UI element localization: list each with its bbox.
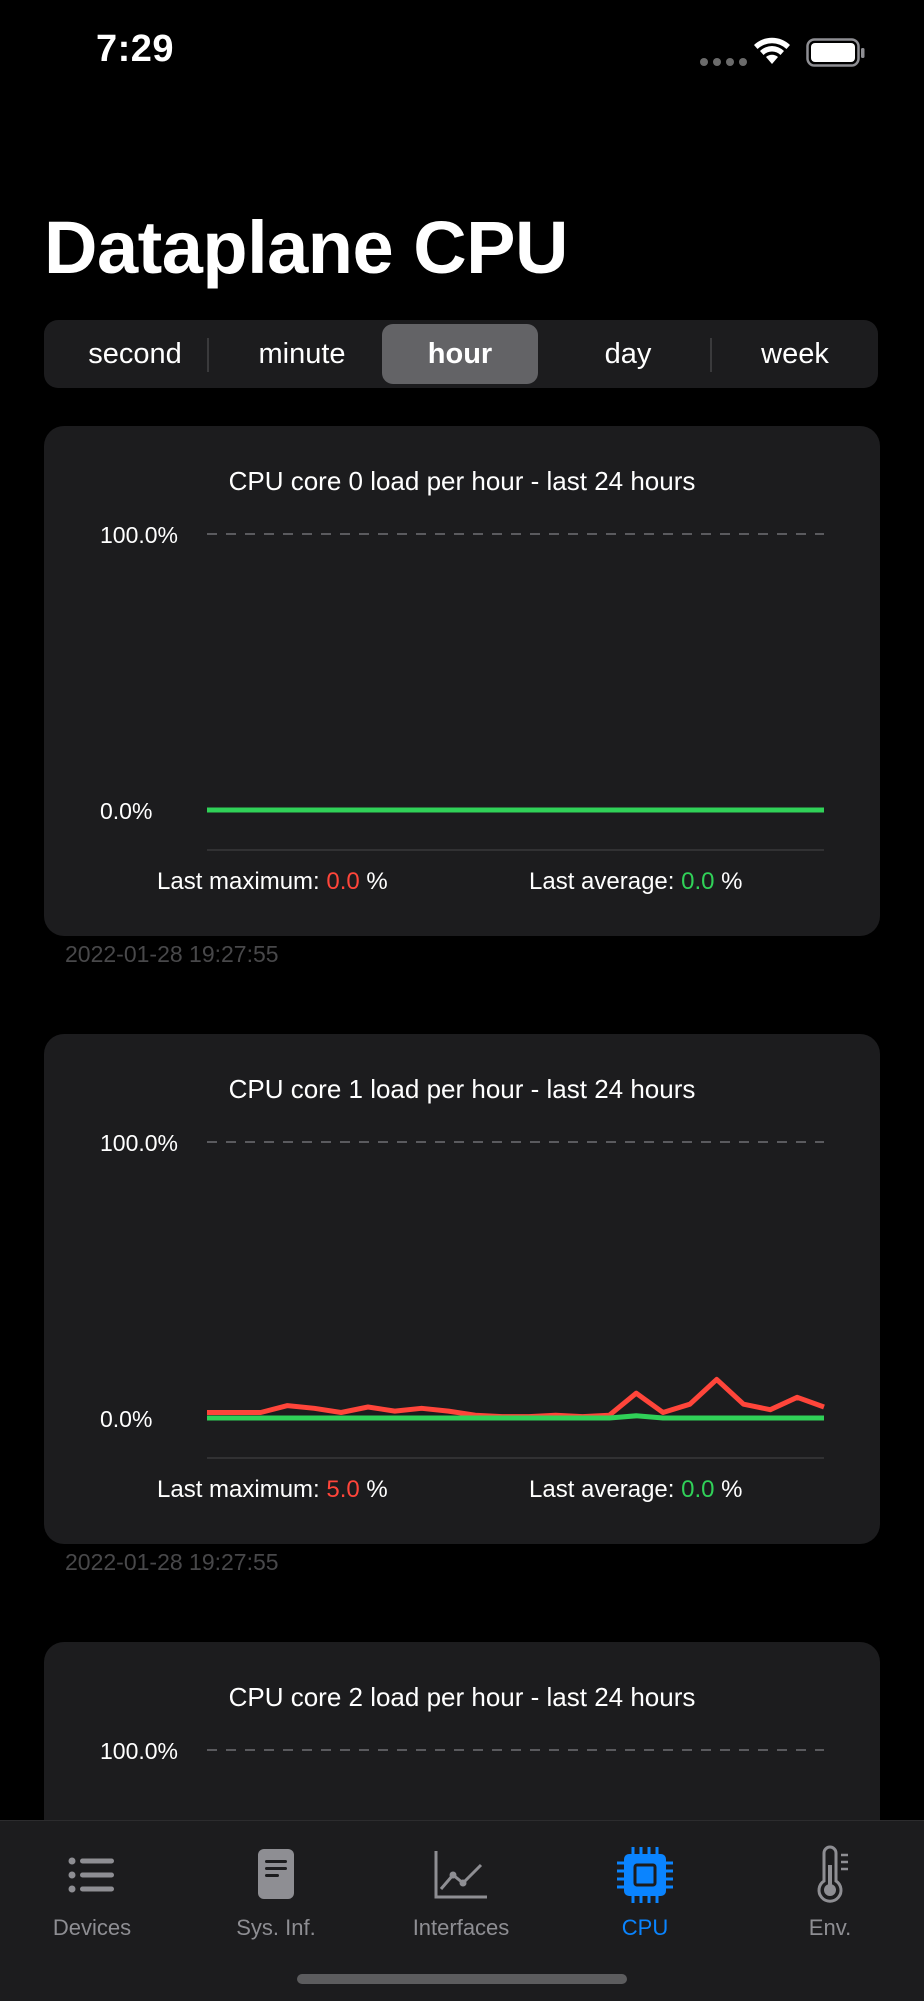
last-maximum-stat: Last maximum: 0.0 %: [157, 868, 388, 896]
cellular-signal-icon: [700, 58, 747, 66]
tab-interfaces[interactable]: Interfaces: [386, 1835, 536, 1945]
cpu-core-0-chart: 100.0% 0.0%: [100, 522, 824, 851]
tab-label: Env.: [808, 1915, 852, 1940]
tab-cpu[interactable]: CPU: [570, 1835, 720, 1945]
unit-label: %: [721, 1476, 743, 1503]
chart-title: CPU core 2 load per hour - last 24 hours: [228, 1682, 696, 1712]
battery-icon: [806, 38, 865, 67]
tab-env[interactable]: Env.: [755, 1835, 905, 1945]
last-average-stat: Last average: 0.0 %: [529, 1476, 743, 1504]
unit-label: %: [366, 868, 388, 895]
line-chart-icon: [434, 1851, 487, 1899]
cpu-chip-icon: [617, 1847, 673, 1903]
segment-second[interactable]: second: [88, 337, 182, 370]
tab-label: Devices: [52, 1915, 132, 1940]
page-title: Dataplane CPU: [44, 206, 568, 289]
tab-label: Sys. Inf.: [236, 1915, 316, 1940]
last-maximum-label: Last maximum:: [157, 868, 320, 895]
status-bar: 7:29: [0, 0, 924, 110]
last-average-stat: Last average: 0.0 %: [529, 868, 743, 896]
y-tick-bottom: 0.0%: [100, 798, 152, 824]
document-icon: [258, 1849, 294, 1899]
y-tick-bottom: 0.0%: [100, 1406, 152, 1432]
tab-label: Interfaces: [412, 1915, 510, 1940]
series-line-1: [207, 1413, 824, 1421]
tab-devices[interactable]: Devices: [17, 1835, 167, 1945]
segment-day[interactable]: day: [604, 337, 652, 370]
chart-title: CPU core 1 load per hour - last 24 hours: [228, 1074, 696, 1104]
segment-hour[interactable]: hour: [382, 324, 538, 384]
last-maximum-label: Last maximum:: [157, 1476, 320, 1503]
last-maximum-value: 5.0: [326, 1476, 360, 1503]
tab-bar: Devices Sys. Inf. Interfaces: [0, 1820, 924, 2001]
chart-timestamp: 2022-01-28 19:27:55: [65, 941, 279, 967]
home-indicator: [297, 1974, 627, 1984]
cpu-core-2-chart: 100.0%: [100, 1738, 824, 1764]
list-icon: [68, 1857, 114, 1893]
segment-week[interactable]: week: [761, 337, 829, 370]
segment-minute[interactable]: minute: [258, 337, 346, 370]
cpu-core-0-card: CPU core 0 load per hour - last 24 hours…: [44, 426, 880, 936]
segment-divider: [710, 338, 712, 372]
last-average-label: Last average:: [529, 868, 675, 895]
unit-label: %: [721, 868, 743, 895]
wifi-icon: [754, 37, 790, 64]
thermometer-icon: [817, 1845, 848, 1903]
last-maximum-value: 0.0: [326, 868, 360, 895]
cpu-core-1-card: CPU core 1 load per hour - last 24 hours…: [44, 1034, 880, 1544]
y-tick-top: 100.0%: [100, 1130, 178, 1156]
status-time: 7:29: [96, 28, 175, 70]
last-maximum-stat: Last maximum: 5.0 %: [157, 1476, 388, 1504]
tab-sys-inf[interactable]: Sys. Inf.: [201, 1835, 351, 1945]
last-average-value: 0.0: [681, 1476, 715, 1503]
tab-label: CPU: [621, 1915, 669, 1940]
chart-title: CPU core 0 load per hour - last 24 hours: [228, 466, 696, 496]
chart-timestamp: 2022-01-28 19:27:55: [65, 1549, 279, 1575]
y-tick-top: 100.0%: [100, 522, 178, 548]
unit-label: %: [366, 1476, 388, 1503]
time-range-segmented-control: second minute hour day week: [44, 320, 878, 388]
y-tick-top: 100.0%: [100, 1738, 178, 1764]
segment-divider: [207, 338, 209, 372]
last-average-label: Last average:: [529, 1476, 675, 1503]
cpu-core-1-chart: 100.0% 0.0%: [100, 1130, 825, 1459]
series-line-0: [207, 1376, 825, 1420]
last-average-value: 0.0: [681, 868, 715, 895]
